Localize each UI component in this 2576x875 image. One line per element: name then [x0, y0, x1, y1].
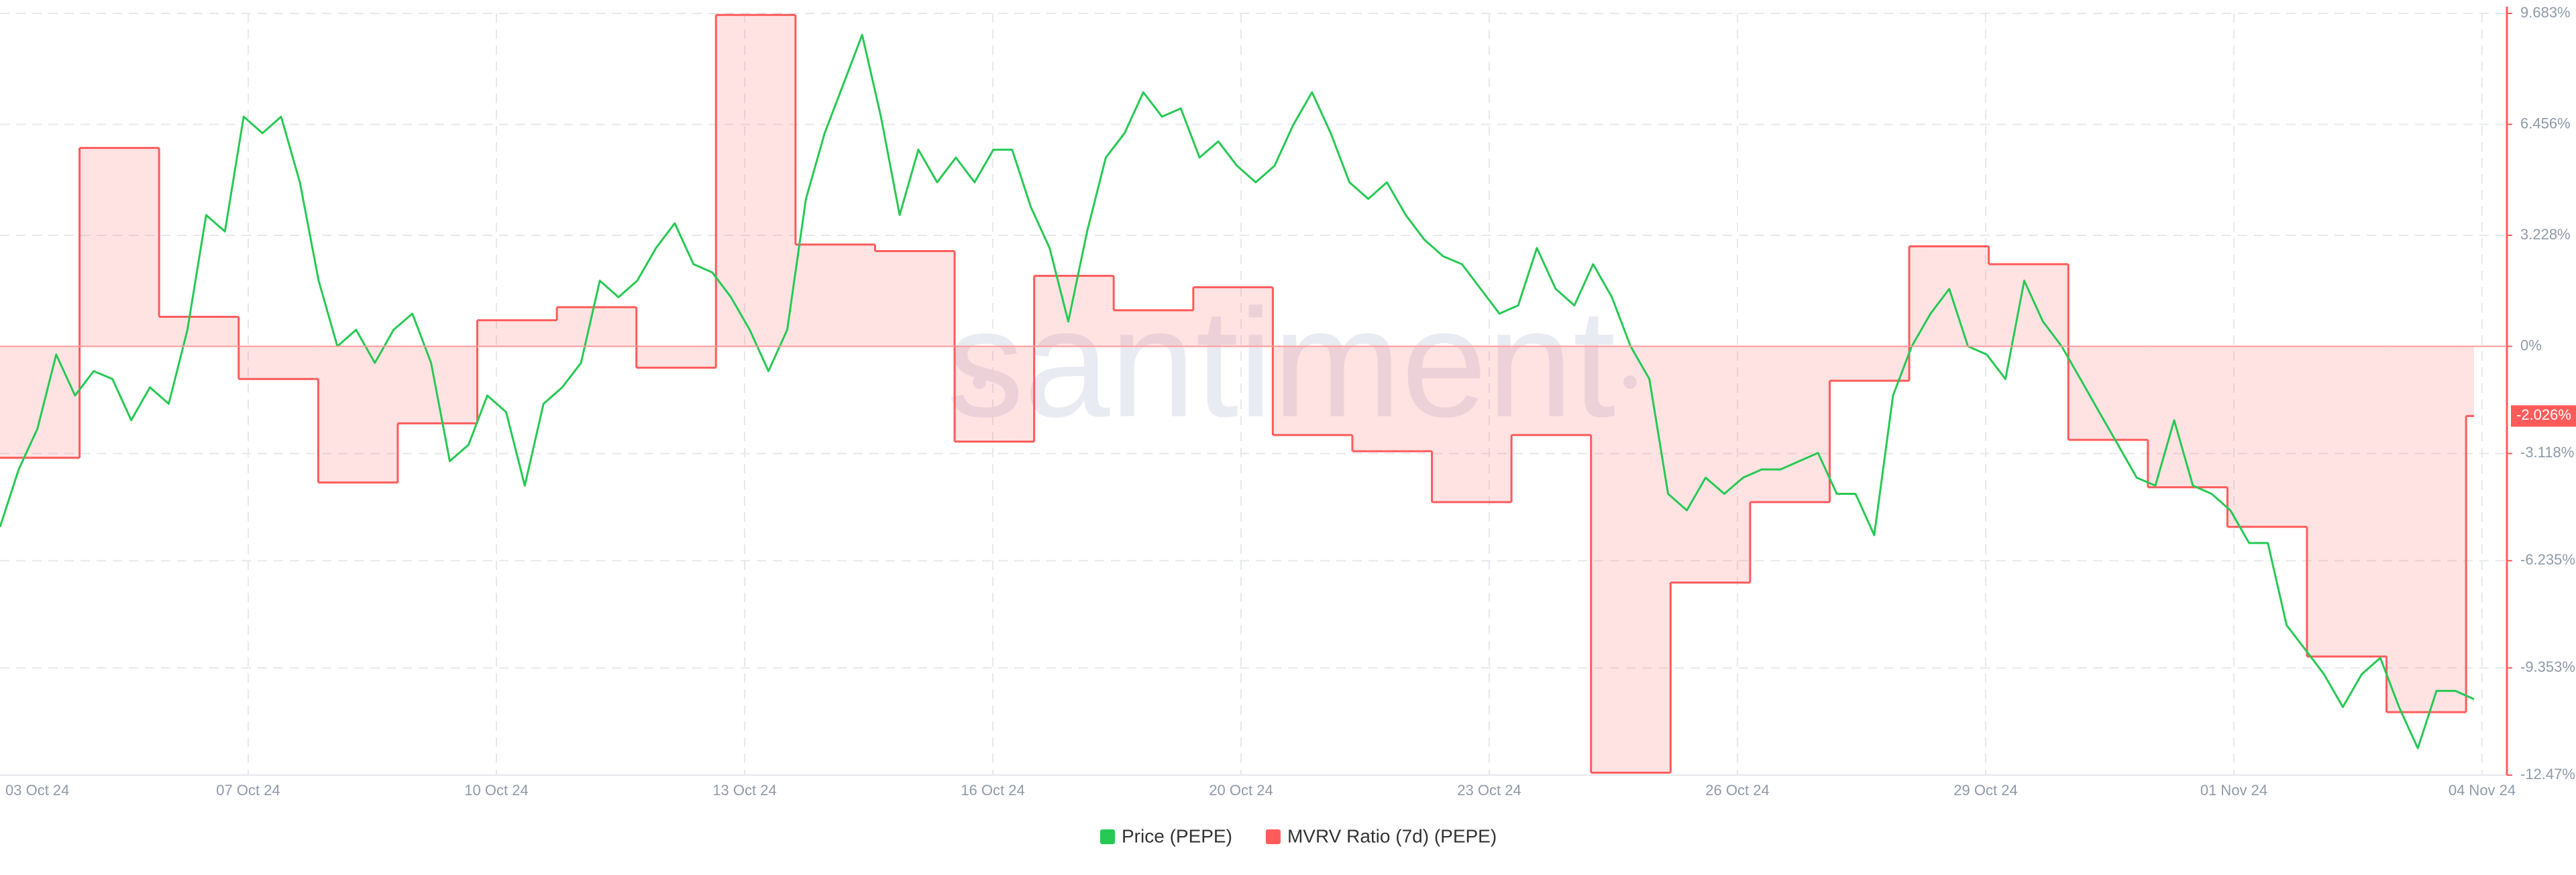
mvrv-area: [79, 148, 160, 347]
x-tick-label: 13 Oct 24: [712, 782, 776, 799]
mvrv-area: [0, 346, 80, 458]
legend-swatch: [1265, 829, 1281, 844]
mvrv-area: [2386, 346, 2467, 713]
x-tick-label: 29 Oct 24: [1953, 782, 2017, 799]
legend-label: MVRV Ratio (7d) (PEPE): [1287, 825, 1497, 846]
mvrv-area: [1988, 264, 2069, 347]
legend-swatch: [1100, 829, 1115, 844]
mvrv-area: [2466, 346, 2474, 416]
x-tick-label: 23 Oct 24: [1457, 782, 1521, 799]
x-tick-label: 04 Nov 24: [2449, 782, 2516, 799]
y-tick-label: 9.683%: [2520, 4, 2571, 21]
current-value-box: [2511, 405, 2576, 427]
mvrv-area: [1114, 310, 1193, 347]
mvrv-area: [955, 346, 1034, 442]
watermark-dot: [1623, 375, 1637, 389]
mvrv-area: [159, 316, 239, 347]
current-value-label: -2.026%: [2516, 406, 2571, 423]
x-tick-label: 26 Oct 24: [1705, 782, 1769, 799]
mvrv-area: [1750, 346, 1830, 502]
mvrv-area: [2227, 346, 2307, 527]
mvrv-area: [557, 307, 637, 347]
mvrv-area: [477, 320, 557, 347]
mvrv-area: [1829, 346, 1910, 381]
mvrv-area: [1909, 246, 1989, 347]
mvrv-area: [875, 251, 955, 347]
x-tick-label: 01 Nov 24: [2200, 782, 2267, 799]
y-tick-label: 6.456%: [2520, 115, 2571, 131]
mvrv-area: [1273, 346, 1352, 435]
watermark-dot: [973, 375, 986, 389]
mvrv-area: [1591, 346, 1671, 773]
mvrv-area: [1034, 276, 1114, 347]
mvrv-area: [318, 346, 398, 483]
y-tick-label: 3.228%: [2520, 226, 2571, 243]
x-tick-label: 20 Oct 24: [1209, 782, 1273, 799]
watermark: santiment: [947, 277, 1615, 449]
mvrv-area: [1670, 346, 1750, 583]
mvrv-area: [238, 346, 319, 380]
mvrv-area: [1193, 287, 1273, 347]
mvrv-area: [1432, 346, 1512, 502]
x-tick-label: 07 Oct 24: [216, 782, 280, 799]
mvrv-area: [2068, 346, 2148, 441]
mvrv-area: [716, 15, 796, 347]
y-tick-label: -6.235%: [2520, 551, 2575, 568]
mvrv-area: [1352, 346, 1432, 451]
y-tick-label: -9.353%: [2520, 658, 2575, 675]
x-tick-label: 16 Oct 24: [961, 782, 1024, 799]
mvrv-area: [636, 346, 716, 368]
mvrv-area: [397, 346, 478, 424]
mvrv-area: [795, 244, 875, 347]
mvrv-area: [2306, 346, 2387, 657]
x-tick-label: 03 Oct 24: [5, 782, 69, 799]
x-tick-label: 10 Oct 24: [464, 782, 528, 799]
y-tick-label: 0%: [2520, 337, 2542, 353]
legend-label: Price (PEPE): [1122, 825, 1232, 846]
y-tick-label: -3.118%: [2520, 444, 2574, 461]
y-tick-label: -12.47%: [2520, 766, 2575, 782]
mvrv-area: [1511, 346, 1591, 435]
